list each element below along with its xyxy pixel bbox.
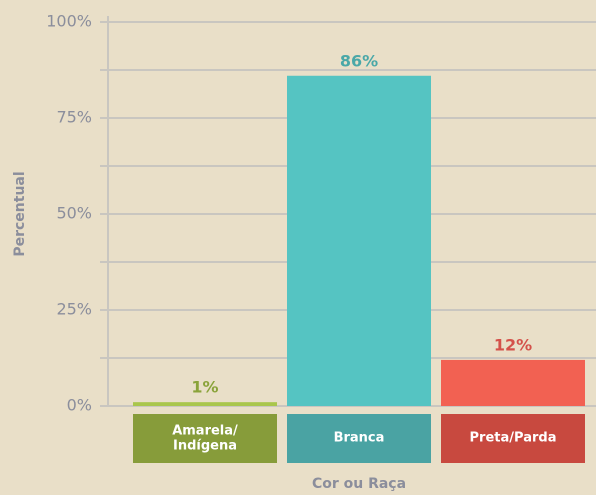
x-axis-title: Cor ou Raça bbox=[312, 476, 406, 492]
y-tick-label: 25% bbox=[56, 300, 92, 319]
bar bbox=[441, 359, 585, 406]
value-label: 1% bbox=[191, 378, 218, 397]
bar bbox=[287, 75, 431, 406]
value-label: 86% bbox=[340, 51, 378, 70]
category-box bbox=[441, 414, 585, 463]
x-tick-label: Amarela/Indígena bbox=[172, 423, 238, 453]
bar bbox=[133, 402, 277, 406]
x-tick-label: Branca bbox=[334, 431, 385, 446]
x-tick-label: Preta/Parda bbox=[470, 431, 557, 446]
category-box bbox=[287, 414, 431, 463]
category-box bbox=[133, 414, 277, 463]
y-tick-label: 75% bbox=[56, 108, 92, 127]
y-tick-label: 50% bbox=[56, 204, 92, 223]
y-tick-label: 0% bbox=[67, 396, 92, 415]
value-label: 12% bbox=[494, 335, 532, 354]
y-axis-title: Percentual bbox=[12, 171, 28, 256]
y-tick-label: 100% bbox=[46, 12, 92, 31]
